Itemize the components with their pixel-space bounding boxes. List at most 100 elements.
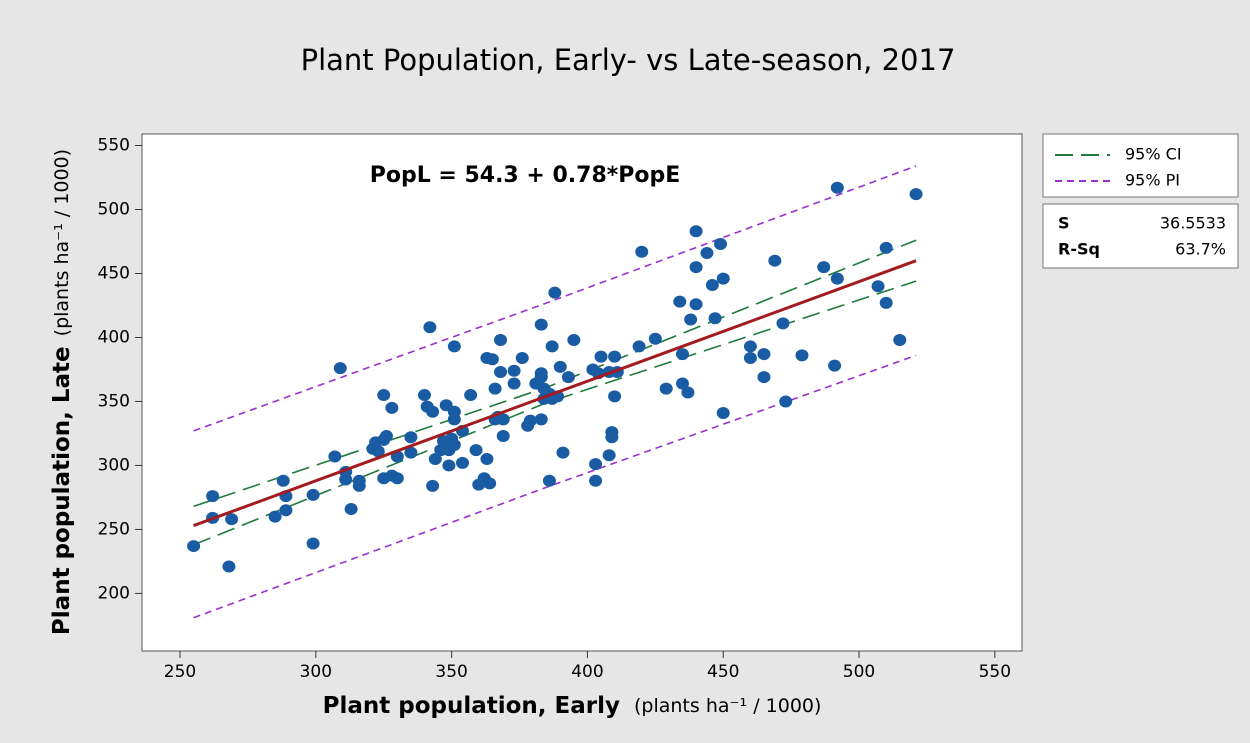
point bbox=[542, 474, 556, 487]
point bbox=[743, 340, 757, 353]
point bbox=[635, 245, 649, 258]
point bbox=[632, 340, 646, 353]
stat-label: R-Sq bbox=[1058, 240, 1100, 259]
point bbox=[442, 459, 456, 472]
point bbox=[306, 488, 320, 501]
x-tick-label: 500 bbox=[843, 662, 875, 682]
point bbox=[534, 413, 548, 426]
plot-area bbox=[141, 133, 1023, 652]
point bbox=[352, 474, 366, 487]
point bbox=[675, 377, 689, 390]
y-tick-label: 450 bbox=[98, 263, 130, 283]
point bbox=[494, 366, 508, 379]
point bbox=[276, 474, 290, 487]
y-label-units: (plants ha⁻¹ / 1000) bbox=[51, 149, 73, 336]
point bbox=[795, 349, 809, 362]
point bbox=[561, 371, 575, 384]
point bbox=[708, 312, 722, 325]
point bbox=[589, 458, 603, 471]
x-label: Plant population, Early bbox=[323, 693, 620, 719]
x-tick-label: 400 bbox=[571, 662, 603, 682]
point bbox=[483, 477, 497, 490]
point bbox=[648, 332, 662, 345]
point bbox=[705, 279, 719, 292]
point bbox=[379, 430, 393, 443]
point bbox=[306, 537, 320, 550]
y-tick-label: 500 bbox=[98, 200, 130, 220]
point bbox=[608, 390, 622, 403]
y-tick-label: 250 bbox=[98, 519, 130, 539]
point bbox=[488, 382, 502, 395]
point bbox=[428, 453, 442, 466]
point bbox=[328, 450, 342, 463]
point bbox=[776, 317, 790, 330]
y-tick-label: 400 bbox=[98, 327, 130, 347]
point bbox=[507, 377, 521, 390]
point bbox=[480, 453, 494, 466]
point bbox=[879, 296, 893, 309]
point bbox=[187, 540, 201, 553]
point bbox=[768, 254, 782, 267]
stats-box bbox=[1042, 203, 1239, 269]
point bbox=[447, 438, 461, 451]
point bbox=[548, 286, 562, 299]
point bbox=[879, 241, 893, 254]
point bbox=[426, 479, 440, 492]
point bbox=[417, 389, 431, 402]
x-label-units: (plants ha⁻¹ / 1000) bbox=[634, 695, 821, 717]
point bbox=[447, 405, 461, 418]
point bbox=[426, 405, 440, 418]
point bbox=[222, 560, 236, 573]
point bbox=[589, 474, 603, 487]
x-tick-label: 350 bbox=[435, 662, 467, 682]
point bbox=[496, 413, 510, 426]
annotation: PopL = 54.3 + 0.78*PopE bbox=[370, 163, 681, 188]
point bbox=[385, 401, 399, 414]
point bbox=[534, 371, 548, 384]
point bbox=[594, 350, 608, 363]
point bbox=[225, 513, 239, 526]
point bbox=[494, 334, 508, 347]
x-tick-label: 550 bbox=[979, 662, 1011, 682]
y-tick-label: 550 bbox=[98, 136, 130, 156]
point bbox=[344, 502, 358, 515]
point bbox=[689, 261, 703, 274]
point bbox=[605, 431, 619, 444]
point bbox=[268, 510, 282, 523]
point bbox=[673, 295, 687, 308]
point bbox=[377, 389, 391, 402]
point bbox=[515, 351, 529, 364]
point bbox=[602, 449, 616, 462]
point bbox=[371, 445, 385, 458]
point bbox=[743, 351, 757, 364]
y-tick-label: 350 bbox=[98, 391, 130, 411]
point bbox=[507, 364, 521, 377]
point bbox=[404, 446, 418, 459]
point bbox=[689, 298, 703, 311]
point bbox=[716, 272, 730, 285]
point bbox=[333, 362, 347, 375]
point bbox=[684, 313, 698, 326]
fit-line bbox=[193, 259, 917, 527]
point bbox=[464, 389, 478, 402]
point bbox=[545, 340, 559, 353]
point bbox=[534, 318, 548, 331]
point bbox=[206, 490, 220, 503]
point bbox=[779, 395, 793, 408]
point bbox=[279, 504, 293, 517]
point bbox=[339, 473, 353, 486]
point bbox=[553, 360, 567, 373]
point bbox=[423, 321, 437, 334]
point bbox=[817, 261, 831, 274]
y-tick-label: 300 bbox=[98, 455, 130, 475]
point bbox=[828, 359, 842, 372]
point bbox=[447, 340, 461, 353]
legend-label: 95% PI bbox=[1125, 171, 1180, 190]
band-lower bbox=[193, 354, 917, 619]
x-tick-label: 300 bbox=[300, 662, 332, 682]
point bbox=[893, 334, 907, 347]
stat-value: 36.5533 bbox=[1160, 214, 1226, 233]
point bbox=[390, 472, 404, 485]
